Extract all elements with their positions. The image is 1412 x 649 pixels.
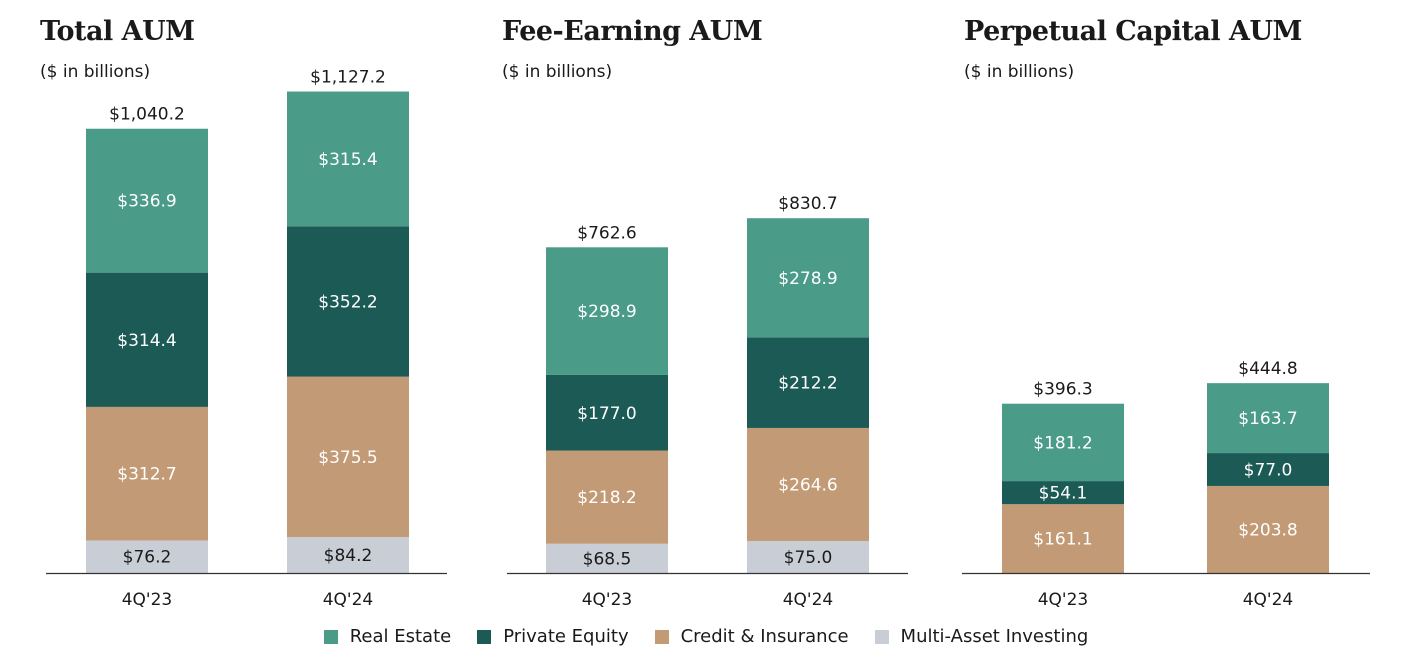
panel-title-total-aum: Total AUM (40, 16, 195, 47)
bar-segment-total-aum-real-estate-1 (287, 91, 409, 227)
x-tick-label-perpetual-capital-aum-1: 4Q'24 (1243, 590, 1294, 610)
panel-unit-total-aum: ($ in billions) (40, 62, 151, 82)
bar-value-label-perpetual-capital-aum-real-estate-0: $181.2 (1033, 433, 1092, 453)
x-tick-label-perpetual-capital-aum-0: 4Q'23 (1038, 590, 1089, 610)
bar-value-label-perpetual-capital-aum-private-equity-1: $77.0 (1244, 461, 1293, 481)
bar-segment-total-aum-multi-asset-investing-0 (86, 540, 208, 573)
panel-unit-perpetual-capital-aum: ($ in billions) (964, 62, 1075, 82)
bar-segment-total-aum-credit-insurance-0 (86, 406, 208, 541)
bar-value-label-perpetual-capital-aum-credit-insurance-1: $203.8 (1238, 520, 1297, 540)
bar-value-label-total-aum-multi-asset-investing-0: $76.2 (123, 548, 172, 568)
bar-total-label-perpetual-capital-aum-1: $444.8 (1238, 359, 1297, 379)
bar-value-label-total-aum-credit-insurance-0: $312.7 (117, 465, 176, 485)
legend-swatch-multi-asset (874, 629, 889, 644)
bar-segment-fee-earning-aum-multi-asset-investing-0 (546, 543, 668, 573)
bar-total-label-total-aum-0: $1,040.2 (109, 105, 185, 125)
legend-item-credit-insurance: Credit & Insurance (654, 626, 849, 647)
bar-value-label-fee-earning-aum-credit-insurance-0: $218.2 (577, 488, 636, 508)
bar-value-label-total-aum-credit-insurance-1: $375.5 (318, 448, 377, 468)
legend-item-multi-asset: Multi-Asset Investing (874, 626, 1089, 647)
legend-label-private-equity: Private Equity (503, 626, 629, 647)
bar-total-label-perpetual-capital-aum-0: $396.3 (1033, 380, 1092, 400)
bar-segment-total-aum-credit-insurance-1 (287, 376, 409, 538)
aum-charts: $76.2 $312.7 $314.4 $336.9 $1,040.2 4Q'23 $84.… (46, 68, 1370, 610)
bar-segment-total-aum-private-equity-1 (287, 226, 409, 377)
panel-unit-fee-earning-aum: ($ in billions) (502, 62, 613, 82)
bar-value-label-fee-earning-aum-private-equity-0: $177.0 (577, 404, 636, 424)
bar-value-label-perpetual-capital-aum-credit-insurance-0: $161.1 (1033, 530, 1092, 550)
legend-swatch-credit-insurance (654, 629, 669, 644)
bar-value-label-fee-earning-aum-real-estate-0: $298.9 (577, 302, 636, 322)
panel-title-perpetual-capital-aum: Perpetual Capital AUM (964, 16, 1302, 47)
bar-value-label-fee-earning-aum-multi-asset-investing-0: $68.5 (583, 549, 632, 569)
bar-value-label-total-aum-private-equity-0: $314.4 (117, 331, 176, 351)
bar-segment-fee-earning-aum-multi-asset-investing-1 (747, 540, 869, 573)
bar-segment-total-aum-multi-asset-investing-1 (287, 537, 409, 573)
bar-segment-total-aum-private-equity-0 (86, 272, 208, 407)
bar-segment-fee-earning-aum-private-equity-0 (546, 374, 668, 451)
bar-total-label-fee-earning-aum-0: $762.6 (577, 223, 636, 243)
legend-label-multi-asset: Multi-Asset Investing (900, 626, 1089, 647)
bar-segment-fee-earning-aum-private-equity-1 (747, 337, 869, 428)
legend-item-real-estate: Real Estate (323, 626, 452, 647)
bar-segment-fee-earning-aum-real-estate-1 (747, 218, 869, 338)
bar-value-label-total-aum-real-estate-1: $315.4 (318, 150, 377, 170)
bar-value-label-perpetual-capital-aum-real-estate-1: $163.7 (1238, 409, 1297, 429)
bar-segment-fee-earning-aum-credit-insurance-0 (546, 450, 668, 544)
bar-total-label-total-aum-1: $1,127.2 (310, 68, 386, 88)
bar-segment-perpetual-capital-aum-credit-insurance-1 (1207, 485, 1329, 573)
bar-value-label-fee-earning-aum-private-equity-1: $212.2 (778, 374, 837, 394)
bar-segment-fee-earning-aum-real-estate-0 (546, 247, 668, 375)
legend-swatch-real-estate (323, 629, 338, 644)
bar-value-label-total-aum-multi-asset-investing-1: $84.2 (324, 546, 373, 566)
bar-value-label-total-aum-private-equity-1: $352.2 (318, 292, 377, 312)
x-tick-label-fee-earning-aum-0: 4Q'23 (582, 590, 633, 610)
bar-value-label-fee-earning-aum-multi-asset-investing-1: $75.0 (784, 548, 833, 568)
bar-segment-perpetual-capital-aum-private-equity-0 (1002, 481, 1124, 505)
bar-value-label-fee-earning-aum-credit-insurance-1: $264.6 (778, 475, 837, 495)
x-tick-label-total-aum-1: 4Q'24 (323, 590, 374, 610)
bar-value-label-fee-earning-aum-real-estate-1: $278.9 (778, 269, 837, 289)
bar-value-label-perpetual-capital-aum-private-equity-0: $54.1 (1039, 484, 1088, 504)
x-tick-label-total-aum-0: 4Q'23 (122, 590, 173, 610)
bar-segment-perpetual-capital-aum-credit-insurance-0 (1002, 504, 1124, 573)
bar-segment-total-aum-real-estate-0 (86, 128, 208, 273)
legend-swatch-private-equity (477, 629, 492, 644)
legend: Real Estate Private Equity Credit & Insu… (0, 626, 1412, 647)
bar-segment-perpetual-capital-aum-private-equity-1 (1207, 453, 1329, 486)
legend-label-credit-insurance: Credit & Insurance (680, 626, 849, 647)
legend-label-real-estate: Real Estate (349, 626, 452, 647)
bar-value-label-total-aum-real-estate-0: $336.9 (117, 192, 176, 212)
legend-item-private-equity: Private Equity (477, 626, 629, 647)
bar-total-label-fee-earning-aum-1: $830.7 (778, 194, 837, 214)
panel-title-fee-earning-aum: Fee-Earning AUM (502, 16, 763, 47)
bar-segment-perpetual-capital-aum-real-estate-0 (1002, 403, 1124, 482)
x-tick-label-fee-earning-aum-1: 4Q'24 (783, 590, 834, 610)
bar-segment-fee-earning-aum-credit-insurance-1 (747, 427, 869, 541)
bar-segment-perpetual-capital-aum-real-estate-1 (1207, 383, 1329, 454)
